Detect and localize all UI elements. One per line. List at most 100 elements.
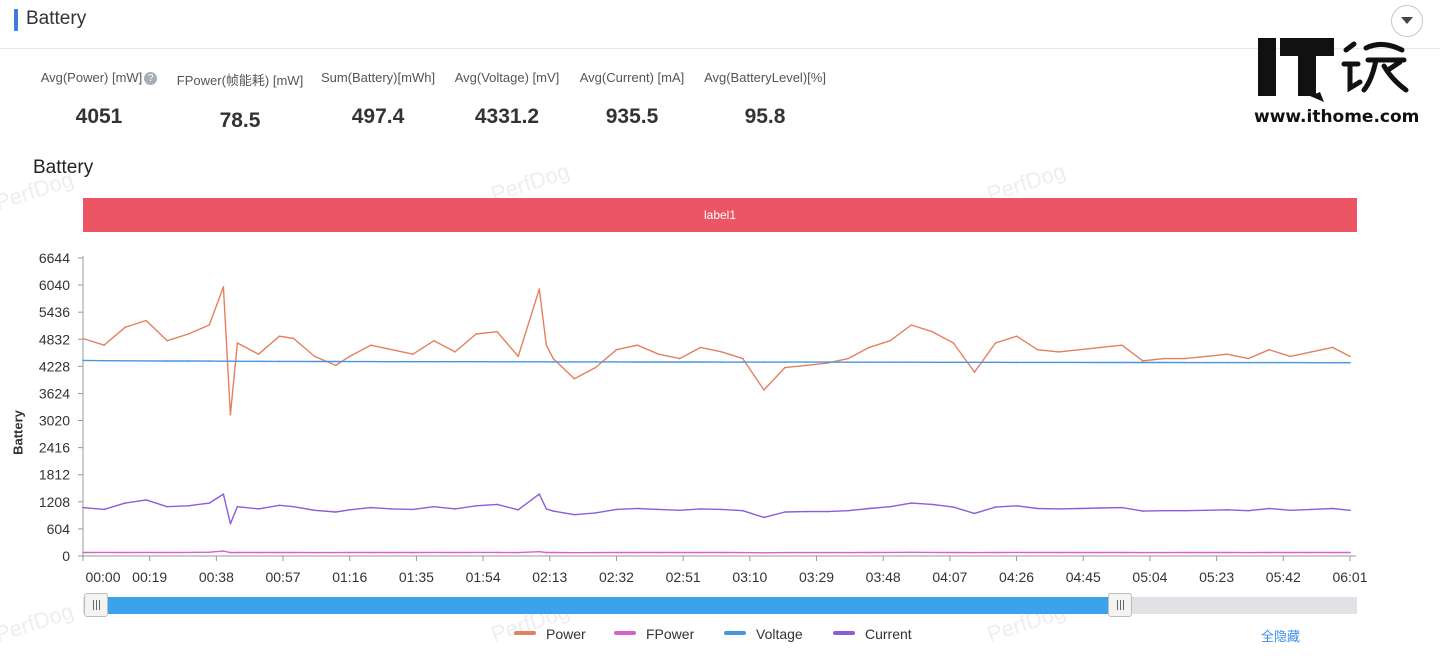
data-point-current <box>278 504 281 507</box>
data-point-current <box>475 505 477 507</box>
data-point-current <box>1349 509 1351 512</box>
data-point-power <box>124 326 126 329</box>
section-title: Battery <box>26 8 87 29</box>
stat-value: 497.4 <box>351 105 405 128</box>
legend-item-power[interactable]: Power <box>514 626 586 642</box>
data-point-current <box>348 509 351 511</box>
data-point-fpower <box>721 551 723 554</box>
data-point-voltage <box>594 361 597 363</box>
data-point-fpower <box>910 551 913 554</box>
data-point-power <box>994 342 997 344</box>
data-point-current <box>313 509 316 512</box>
data-point-current <box>391 508 393 510</box>
stat-value: 78.5 <box>219 109 261 132</box>
data-point-power <box>847 357 849 360</box>
data-point-voltage <box>573 361 576 363</box>
range-slider-selection[interactable] <box>97 597 1121 614</box>
data-point-fpower <box>784 551 786 554</box>
data-point-voltage <box>721 361 723 363</box>
data-point-power <box>1121 344 1123 346</box>
stat-avg-current: Avg(Current) [mA] 935.5 <box>574 70 690 129</box>
data-point-fpower <box>412 551 414 554</box>
data-point-voltage <box>910 361 913 363</box>
x-tick-label: 00:19 <box>132 569 167 585</box>
data-point-voltage <box>82 359 84 362</box>
data-point-power <box>496 330 498 333</box>
data-point-current <box>1331 507 1334 510</box>
stat-value: 4051 <box>75 105 123 128</box>
data-point-current <box>1226 509 1228 511</box>
data-point-power <box>636 344 639 346</box>
data-point-current <box>1163 509 1165 512</box>
legend-item-current[interactable]: Current <box>833 626 912 642</box>
y-axis-title: Battery <box>10 410 26 455</box>
data-point-power <box>433 339 435 342</box>
data-point-voltage <box>222 360 225 362</box>
stat-label: FPower(帧能耗) [mW] <box>176 73 304 88</box>
data-point-power <box>657 353 660 355</box>
data-point-power <box>1079 348 1081 351</box>
data-point-power <box>1184 357 1186 360</box>
data-point-fpower <box>889 551 891 554</box>
data-point-fpower <box>1184 551 1186 554</box>
label-band[interactable]: label1 <box>83 198 1357 232</box>
data-point-voltage <box>475 360 477 363</box>
y-tick-label: 3020 <box>39 413 70 429</box>
data-point-voltage <box>699 361 702 363</box>
data-point-fpower <box>1079 551 1081 554</box>
data-point-fpower <box>82 551 84 554</box>
data-point-voltage <box>166 360 168 362</box>
legend-item-fpower[interactable]: FPower <box>614 626 694 642</box>
data-point-power <box>313 355 316 358</box>
data-point-power <box>1226 353 1228 355</box>
data-point-fpower <box>1036 551 1039 554</box>
legend-label: Power <box>546 626 586 642</box>
range-slider-start-handle[interactable] <box>84 593 108 617</box>
data-point-current <box>1142 510 1144 512</box>
collapse-button[interactable] <box>1391 5 1423 37</box>
data-point-fpower <box>594 551 597 554</box>
legend-item-voltage[interactable]: Voltage <box>724 626 803 642</box>
data-point-voltage <box>1184 361 1186 364</box>
legend-label: FPower <box>646 626 695 642</box>
data-point-current <box>208 502 211 504</box>
range-slider-end-handle[interactable] <box>1108 593 1132 617</box>
data-point-voltage <box>236 360 239 363</box>
data-point-fpower <box>545 551 548 554</box>
legend-label: Voltage <box>756 626 803 642</box>
data-point-current <box>1205 509 1207 512</box>
data-point-power <box>257 353 260 355</box>
stat-avg-battery-level: Avg(BatteryLevel)[%] 95.8 <box>698 70 832 129</box>
data-point-fpower <box>517 551 519 554</box>
data-point-current <box>657 508 660 511</box>
stat-avg-power: Avg(Power) [mW]? 4051 <box>36 70 162 129</box>
data-point-fpower <box>292 551 295 554</box>
x-tick-label: 02:13 <box>532 569 567 585</box>
data-point-fpower <box>236 551 239 554</box>
data-point-voltage <box>1289 361 1292 364</box>
data-point-voltage <box>678 361 681 363</box>
data-point-power <box>868 346 870 349</box>
data-point-current <box>187 505 190 507</box>
data-point-voltage <box>1226 361 1228 364</box>
data-point-power <box>594 366 597 369</box>
hide-all-button[interactable]: 全隐藏 <box>1261 629 1301 644</box>
x-tick-label: 03:29 <box>799 569 834 585</box>
data-point-current <box>370 506 372 509</box>
y-tick-label: 6040 <box>39 277 70 293</box>
data-point-fpower <box>166 551 168 554</box>
y-tick-label: 3624 <box>39 385 70 401</box>
x-tick-label: 04:26 <box>999 569 1034 585</box>
data-point-current <box>433 505 435 508</box>
data-point-current <box>973 512 976 515</box>
data-point-current <box>1184 509 1186 512</box>
help-icon[interactable]: ? <box>144 72 158 85</box>
data-point-power <box>573 378 576 380</box>
ithome-logo-mark <box>1258 38 1409 102</box>
y-tick-label: 4832 <box>39 331 70 347</box>
x-tick-label: 05:04 <box>1132 569 1167 585</box>
data-point-current <box>742 509 744 512</box>
x-tick-label: 01:16 <box>332 569 367 585</box>
data-point-current <box>229 522 232 525</box>
section-header: Battery <box>0 0 1440 49</box>
